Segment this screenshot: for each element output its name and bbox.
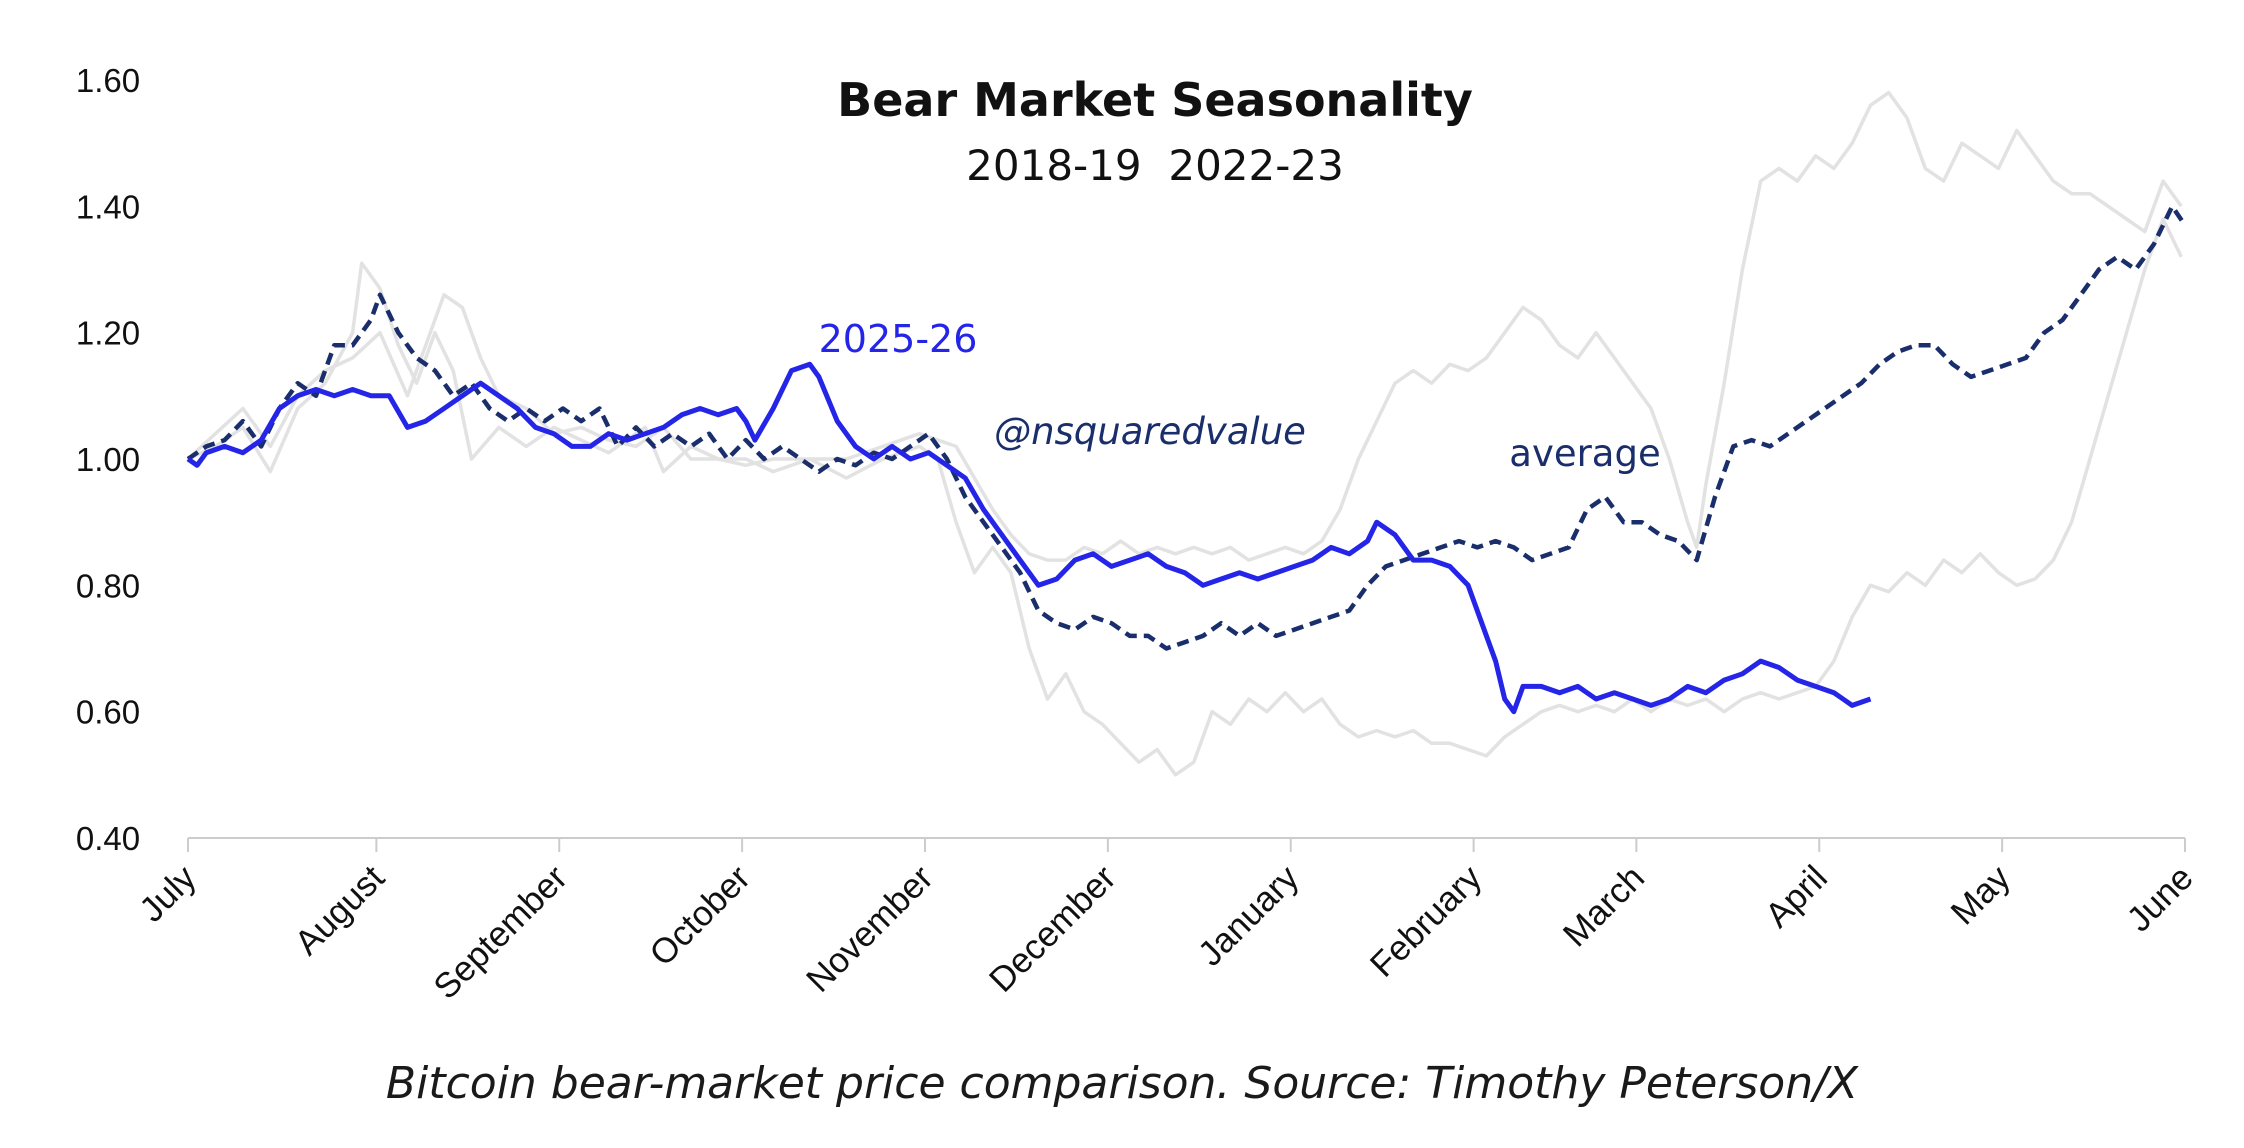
average-series-layer [186,204,2187,651]
chart-title: Bear Market Seasonality [837,73,1473,127]
x-tick-label: August [287,858,392,963]
y-axis: 1.60 1.40 1.20 1.00 0.80 0.60 0.40 [76,62,140,857]
series-line-2022-23 [186,90,2183,562]
y-tick-label: 0.40 [76,820,140,857]
x-tick-label: May [1943,858,2018,933]
current-series-label: 2025-26 [819,317,978,361]
x-tick-label: July [132,858,204,930]
x-tick-label: April [1758,858,1835,935]
watermark-label: @nsquaredvalue [994,410,1306,453]
series-line-2025-26 [186,361,1872,715]
current-series-layer [186,361,1872,715]
x-tick-label: February [1363,858,1490,985]
x-tick-label: October [642,858,758,974]
gray-series-layer [186,90,2183,777]
x-axis-labels: July August September October November Decemb… [132,838,2201,1007]
chart-caption: Bitcoin bear-market price comparison. So… [385,1058,1859,1109]
average-series-label: average [1509,432,1660,475]
y-tick-label: 1.60 [76,62,140,99]
x-tick-label: December [982,858,1124,1000]
y-tick-label: 1.00 [76,441,140,478]
series-line-average [186,204,2187,651]
y-tick-label: 1.20 [76,315,140,352]
chart-subtitle: 2018-19 2022-23 [966,141,1344,190]
y-tick-label: 0.80 [76,567,140,604]
x-tick-label: November [799,858,941,1000]
y-tick-label: 0.60 [76,694,140,731]
x-tick-label: March [1556,858,1652,954]
series-line-2018-19 [187,217,2183,777]
y-tick-label: 1.40 [76,188,140,225]
x-tick-label: January [1191,858,1307,974]
x-tick-label: September [426,858,575,1007]
chart: 1.60 1.40 1.20 1.00 0.80 0.60 0.40 July August S… [76,62,2201,1007]
x-tick-label: June [2119,858,2200,939]
